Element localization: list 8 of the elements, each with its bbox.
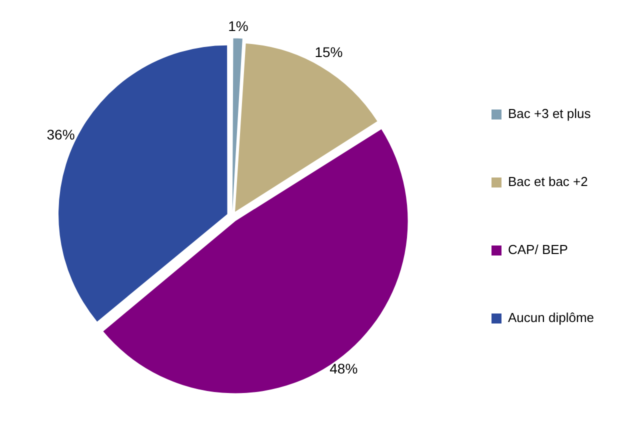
- legend-label: CAP/ BEP: [508, 242, 568, 258]
- legend-label: Bac et bac +2: [508, 174, 588, 190]
- data-label: 15%: [314, 44, 343, 60]
- data-label: 1%: [228, 18, 248, 34]
- data-label: 48%: [330, 360, 358, 377]
- legend-label: Bac +3 et plus: [508, 106, 592, 122]
- legend-label: Aucun diplôme: [508, 310, 594, 326]
- data-label: 36%: [46, 126, 75, 143]
